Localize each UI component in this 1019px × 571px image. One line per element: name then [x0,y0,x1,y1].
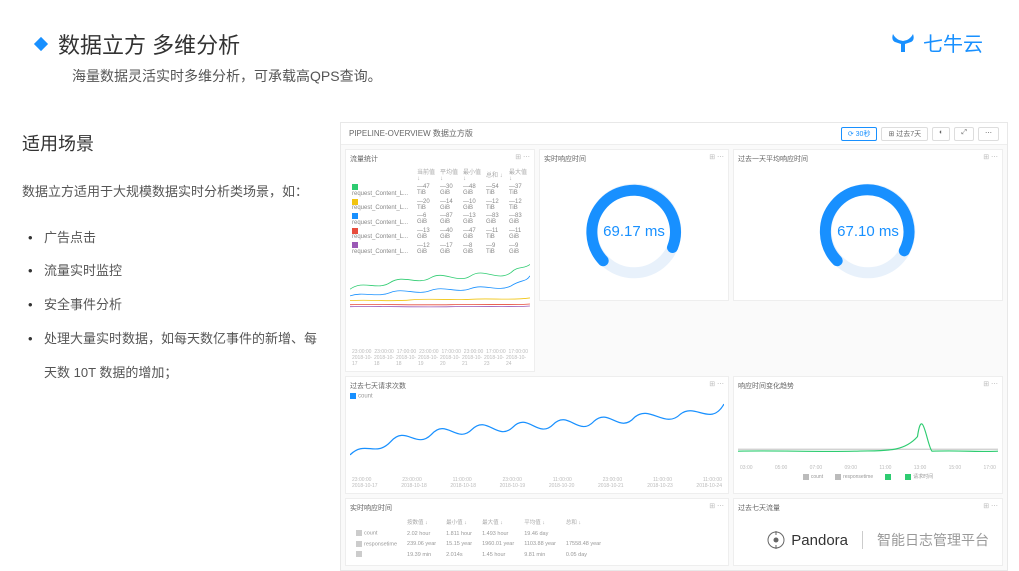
more-icon[interactable]: ⋯ [978,127,999,141]
trend-legend: countresponsetime请求时间 [738,473,998,480]
page-subtitle: 海量数据灵活实时多维分析，可承载高QPS查询。 [72,66,382,86]
gauge-value: 67.10 ms [837,223,899,240]
footer-logo: Pandora [767,531,848,549]
section-desc: 数据立方适用于大规模数据实时分析类场景，如： [22,178,322,207]
panel-title: 过去七天流量 [738,503,998,513]
list-item: 安全事件分析 [22,288,322,322]
traffic-chart [350,259,530,311]
gauge-value: 69.17 ms [603,223,665,240]
trend-chart [738,393,998,459]
x-axis-labels: 03:0005:0007:0009:0011:0013:0015:0017:00 [738,465,998,471]
panel-title: 流量统计 [350,154,530,164]
list-item: 流量实时监控 [22,254,322,288]
panel-traffic: 流量统计 ⊞ ⋯ 当前值 ↓平均值 ↓最小值 ↓总和 ↓最大值 ↓request… [345,149,535,372]
panel-menu-icon[interactable]: ⊞ ⋯ [709,502,724,510]
panel-title: 实时响应时间 [544,154,724,164]
range-pill[interactable]: ⊞ 过去7天 [881,127,928,141]
panel-menu-icon[interactable]: ⊞ ⋯ [983,153,998,161]
dashboard: PIPELINE-OVERVIEW 数据立方版 ⟳ 30秒 ⊞ 过去7天 ◐ ⤢… [340,122,1008,571]
panel-gauge1: 实时响应时间 ⊞ ⋯ 69.17 ms [539,149,729,301]
x-axis-dates: 2018-10-172018-10-182018-10-182018-10-19… [350,355,530,367]
x-axis-dates: 2018-10-172018-10-182018-10-182018-10-19… [350,483,724,489]
section-heading: 适用场景 [22,130,322,156]
stats-table: 按数值 ↓最小值 ↓最大值 ↓平均值 ↓总和 ↓count2.02 hour1.… [350,515,607,560]
list-item: 处理大量实时数据，如每天数亿事件的新增、每天数 10T 数据的增加； [22,322,322,390]
panel-menu-icon[interactable]: ⊞ ⋯ [983,502,998,510]
panel-menu-icon[interactable]: ⊞ ⋯ [709,380,724,388]
panel-menu-icon[interactable]: ⊞ ⋯ [709,153,724,161]
traffic-legend-table: 当前值 ↓平均值 ↓最小值 ↓总和 ↓最大值 ↓request_Content_… [350,166,530,256]
brand-logo: 七牛云 [889,28,983,57]
panel-title: 响应时间变化趋势 [738,381,998,391]
refresh-pill[interactable]: ⟳ 30秒 [841,127,878,141]
dashboard-title: PIPELINE-OVERVIEW 数据立方版 [349,128,473,139]
bullet-list: 广告点击流量实时监控安全事件分析处理大量实时数据，如每天数亿事件的新增、每天数 … [22,221,322,390]
panel-gauge2: 过去一天平均响应时间 ⊞ ⋯ 67.10 ms [733,149,1003,301]
panel-title: 过去一天平均响应时间 [738,154,998,164]
panel-title: 过去七天请求次数 [350,381,724,391]
footer-tagline: 智能日志管理平台 [877,530,989,550]
page-title: 数据立方 多维分析 [58,28,240,60]
panel-menu-icon[interactable]: ⊞ ⋯ [515,153,530,161]
pandora-icon [767,531,785,549]
separator [862,531,863,549]
panel-stats: 实时响应时间 ⊞ ⋯ 按数值 ↓最小值 ↓最大值 ↓平均值 ↓总和 ↓count… [345,498,729,565]
list-item: 广告点击 [22,221,322,255]
panel-menu-icon[interactable]: ⊞ ⋯ [983,380,998,388]
panel-trend: 响应时间变化趋势 ⊞ ⋯ 03:0005:0007:0009:0011:0013… [733,376,1003,495]
brand-text: 七牛云 [923,28,983,57]
expand-icon[interactable]: ⤢ [954,127,974,141]
theme-icon[interactable]: ◐ [932,127,950,141]
panel-title: 实时响应时间 [350,503,724,513]
footer-product: Pandora [791,532,848,549]
requests-chart [350,399,724,470]
panel-requests: 过去七天请求次数 ⊞ ⋯ count 23:00:0023:00:0011:00… [345,376,729,495]
qiniu-icon [889,32,917,54]
bullet-diamond-icon [34,37,48,51]
